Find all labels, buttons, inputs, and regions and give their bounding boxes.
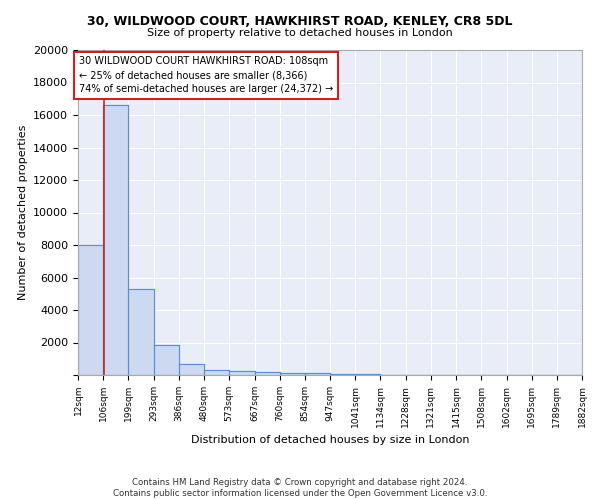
Text: 30, WILDWOOD COURT, HAWKHIRST ROAD, KENLEY, CR8 5DL: 30, WILDWOOD COURT, HAWKHIRST ROAD, KENL… bbox=[87, 15, 513, 28]
X-axis label: Distribution of detached houses by size in London: Distribution of detached houses by size … bbox=[191, 435, 469, 445]
Text: Contains HM Land Registry data © Crown copyright and database right 2024.
Contai: Contains HM Land Registry data © Crown c… bbox=[113, 478, 487, 498]
Text: Size of property relative to detached houses in London: Size of property relative to detached ho… bbox=[147, 28, 453, 38]
Text: 30 WILDWOOD COURT HAWKHIRST ROAD: 108sqm
← 25% of detached houses are smaller (8: 30 WILDWOOD COURT HAWKHIRST ROAD: 108sqm… bbox=[79, 56, 334, 94]
Y-axis label: Number of detached properties: Number of detached properties bbox=[17, 125, 28, 300]
